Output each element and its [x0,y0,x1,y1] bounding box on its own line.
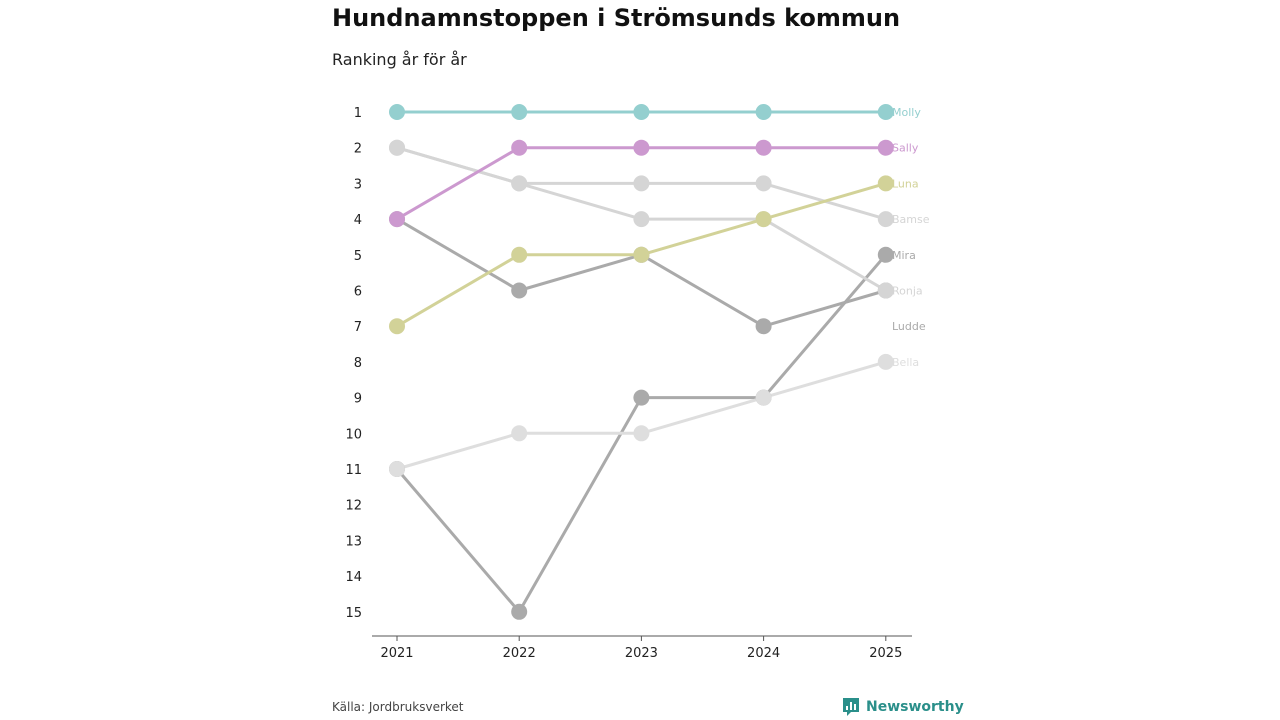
series-point-sally [755,139,772,156]
series-line-bella [395,360,888,471]
y-tick-label: 2 [354,142,362,157]
series-point-ludde [633,389,650,406]
series-end-label-luna: Luna [892,177,919,190]
end-labels: Molly Sally Luna Bamse Mira Ronja Ludde Bella [892,106,930,369]
brand-logo: Newsworthy [842,697,964,717]
series-end-label-ludde: Ludde [892,320,926,333]
y-tick-label: 12 [345,499,362,514]
series-point-mira [755,318,772,335]
y-tick-label: 15 [345,606,362,621]
series-point-sally [633,139,650,156]
y-tick-label: 6 [354,285,362,300]
chart-title: Hundnamnstoppen i Strömsunds kommun [332,4,901,32]
y-tick-label: 14 [345,570,362,585]
series-point-bella [511,425,528,442]
series-points [389,104,894,620]
x-tick-label: 2023 [625,646,658,661]
x-axis: 2021 2022 2023 2024 2025 [372,635,912,661]
series-point-ludde [511,603,528,620]
source-note: Källa: Jordbruksverket [332,700,464,714]
newsworthy-logo-icon [843,698,859,716]
series-point-ludde [877,246,894,263]
series-point-bamse [755,175,772,192]
x-tick-label: 2021 [380,646,413,661]
series-point-luna [511,246,528,263]
x-tick-label: 2025 [869,646,902,661]
series-point-luna [633,246,650,263]
series-point-molly [633,104,650,120]
x-tick-label: 2024 [747,646,780,661]
y-tick-label: 7 [354,320,362,335]
series-end-label-bella: Bella [892,356,919,369]
brand-name: Newsworthy [866,699,964,715]
series-end-label-ronja: Ronja [892,285,923,298]
series-point-molly [389,104,405,120]
series-point-sally [389,211,405,228]
series-point-bella [877,353,894,370]
y-tick-label: 10 [345,427,362,442]
series-point-luna [877,175,894,192]
series-end-label-mira: Mira [892,249,916,262]
series-point-molly [511,104,528,120]
series-point-sally [511,139,528,156]
series-line-mira [395,217,888,328]
series-end-label-molly: Molly [892,106,921,119]
series-point-molly [877,104,894,120]
series-point-ronja [633,211,650,228]
series-point-bella [633,425,650,442]
y-tick-label: 13 [345,534,362,549]
y-tick-label: 9 [354,392,362,407]
series-point-bamse [389,139,405,156]
y-tick-label: 8 [354,356,362,371]
series-point-bella [755,389,772,406]
y-tick-label: 11 [345,463,362,478]
series-point-bamse [877,211,894,228]
chart-subtitle: Ranking år för år [332,50,467,69]
series-point-bamse [633,175,650,192]
series-point-luna [755,211,772,228]
y-tick-label: 4 [354,213,362,228]
series-point-bamse [511,175,528,192]
x-tick-label: 2022 [503,646,536,661]
series-point-luna [389,318,405,335]
series-point-molly [755,104,772,120]
series-end-label-bamse: Bamse [892,213,930,226]
series-point-mira [511,282,528,299]
series-point-bella [389,461,405,477]
y-tick-label: 3 [354,177,362,192]
y-tick-label: 1 [354,106,362,121]
y-tick-label: 5 [354,249,362,264]
series-end-label-sally: Sally [892,142,919,155]
series-point-ronja [877,282,894,299]
series-point-sally [877,139,894,156]
